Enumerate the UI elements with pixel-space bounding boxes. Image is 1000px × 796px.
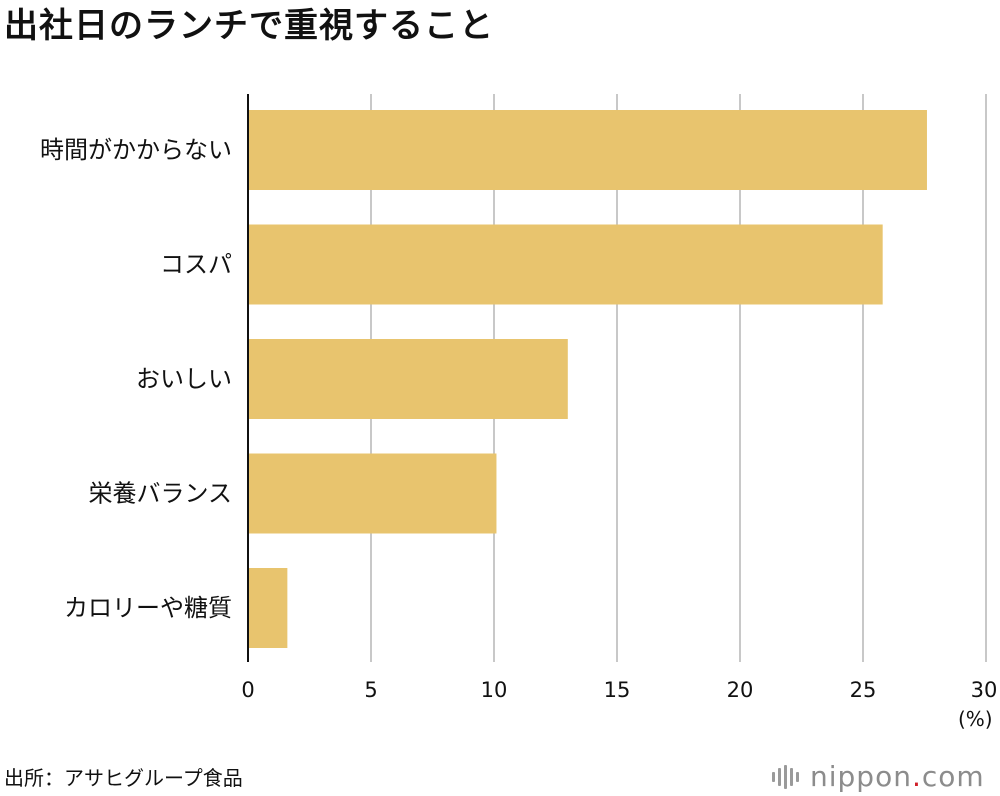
category-label: カロリーや糖質	[64, 594, 232, 622]
logo-text: nippon.com	[810, 760, 985, 793]
x-tick-label: 25	[850, 678, 877, 702]
category-label: 栄養バランス	[88, 480, 232, 508]
x-tick-label: 5	[364, 678, 377, 702]
bar	[248, 568, 288, 648]
x-tick-label: 10	[481, 678, 508, 702]
bar	[248, 224, 883, 305]
bar	[248, 453, 497, 534]
bar	[248, 339, 568, 419]
x-tick-labels: 0 5 10 15 20 25 30	[241, 678, 997, 702]
x-tick-label: 30	[971, 678, 998, 702]
chart-title: 出社日のランチで重視すること	[4, 6, 494, 46]
x-tick-label: 15	[604, 678, 631, 702]
nippon-logo: nippon.com	[772, 762, 985, 792]
bar	[248, 110, 927, 190]
source-note: 出所：アサヒグループ食品	[4, 766, 243, 790]
logo-bars-icon	[772, 765, 802, 789]
category-label: 時間がかからない	[40, 136, 232, 164]
x-tick-label: 20	[727, 678, 754, 702]
category-label: おいしい	[136, 365, 232, 393]
category-label: コスパ	[160, 251, 232, 279]
x-axis-unit-label: (%)	[958, 707, 993, 731]
bars	[248, 110, 927, 648]
x-tick-label: 0	[241, 678, 254, 702]
